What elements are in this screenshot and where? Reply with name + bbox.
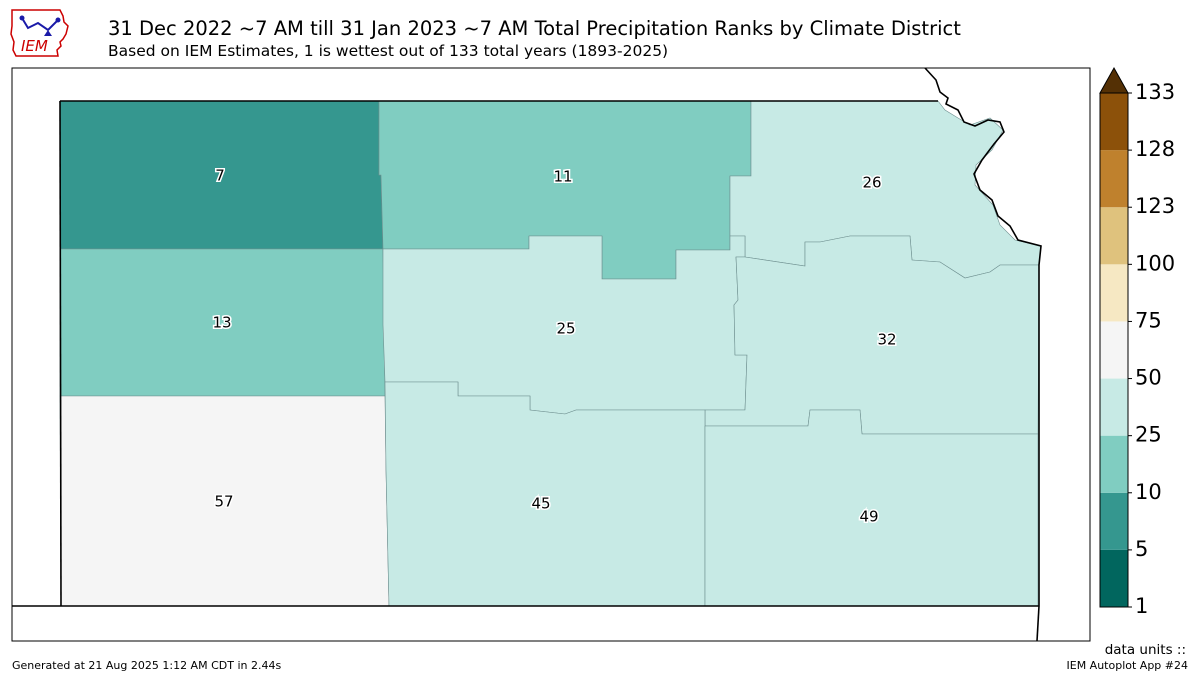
district-rank-label: 11 bbox=[553, 168, 572, 186]
district-rank-label: 13 bbox=[212, 314, 231, 332]
colorbar-bin bbox=[1100, 378, 1128, 436]
state-border-east bbox=[924, 67, 1042, 606]
neighbor-border bbox=[1036, 605, 1040, 642]
district-rank-label: 45 bbox=[531, 495, 550, 513]
colorbar-tick-label: 75 bbox=[1135, 308, 1162, 332]
colorbar-bin bbox=[1100, 207, 1128, 265]
colorbar-tick-label: 10 bbox=[1135, 480, 1162, 504]
colorbar-tick-label: 128 bbox=[1135, 137, 1175, 161]
colorbar: 1 5 10 25 50 75 100 123 128 133 bbox=[1099, 66, 1175, 618]
colorbar-extend-arrow bbox=[1099, 66, 1129, 94]
logo-text: IEM bbox=[21, 37, 48, 55]
colorbar-tick-label: 5 bbox=[1135, 537, 1148, 561]
colorbar-tick-label: 133 bbox=[1135, 80, 1175, 104]
autoplot-app-label: IEM Autoplot App #24 bbox=[1066, 659, 1189, 672]
state-border-west bbox=[59, 100, 62, 607]
district-rank-label: 25 bbox=[556, 320, 575, 338]
district-south-central bbox=[384, 381, 706, 607]
colorbar-bin bbox=[1100, 321, 1128, 379]
colorbar-tick-label: 50 bbox=[1135, 366, 1162, 390]
map-title: 31 Dec 2022 ~7 AM till 31 Jan 2023 ~7 AM… bbox=[108, 17, 961, 40]
rank-labels: 7 11 26 13 25 32 57 45 49 bbox=[211, 165, 898, 527]
colorbar-tick-label: 100 bbox=[1135, 251, 1175, 275]
district-rank-label: 49 bbox=[859, 508, 878, 526]
colorbar-tick-label: 25 bbox=[1135, 423, 1162, 447]
iem-logo: IEM bbox=[8, 6, 72, 60]
district-rank-label: 26 bbox=[862, 174, 881, 192]
colorbar-bin bbox=[1100, 492, 1128, 550]
map-subtitle: Based on IEM Estimates, 1 is wettest out… bbox=[108, 42, 669, 60]
district-rank-label: 32 bbox=[877, 331, 896, 349]
colorbar-bin bbox=[1100, 264, 1128, 322]
colorbar-tick-label: 1 bbox=[1135, 594, 1148, 618]
generated-timestamp: Generated at 21 Aug 2025 1:12 AM CDT in … bbox=[12, 659, 282, 672]
colorbar-bin bbox=[1100, 150, 1128, 208]
district-rank-label: 7 bbox=[215, 167, 225, 185]
data-units-label: data units :: bbox=[1104, 642, 1186, 658]
colorbar-outline bbox=[1099, 93, 1129, 608]
colorbar-bin bbox=[1100, 435, 1128, 493]
district-rank-label: 57 bbox=[214, 493, 233, 511]
colorbar-bin bbox=[1100, 93, 1128, 151]
colorbar-bin bbox=[1100, 549, 1128, 607]
colorbar-tick-label: 123 bbox=[1135, 194, 1175, 218]
